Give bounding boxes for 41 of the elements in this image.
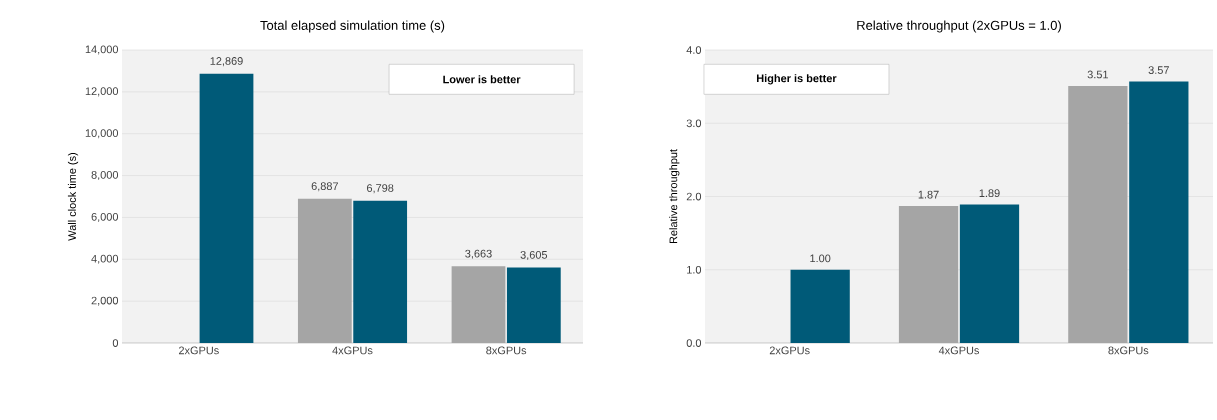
y-tick-label: 1.0 [687, 265, 702, 274]
bar [790, 269, 850, 343]
x-tick-label: 8xGPUs [486, 346, 527, 355]
x-tick-label: 4xGPUs [938, 346, 980, 355]
y-tick-label: 0 [112, 339, 119, 347]
chart-title: Relative throughput (2xGPUs = 1.0) [857, 20, 1061, 33]
y-tick-label: 0.0 [686, 339, 702, 347]
y-tick-label: 14,000 [85, 45, 119, 55]
y-tick-label: 12,000 [85, 87, 119, 97]
y-axis-title: Wall clock time (s) [67, 152, 79, 241]
y-tick-label: 4,000 [91, 254, 119, 264]
y-tick-label: 2,000 [91, 296, 119, 306]
data-label: 3.57 [1148, 66, 1169, 74]
bar [506, 267, 561, 343]
data-label: 6,798 [367, 184, 394, 194]
data-label: 3.51 [1087, 70, 1108, 79]
bar [959, 204, 1020, 343]
data-label: 3,605 [520, 250, 548, 261]
data-label: 6,887 [311, 182, 338, 192]
y-tick-label: 4.0 [686, 46, 702, 54]
chart-title: Total elapsed simulation time (s) [260, 20, 445, 33]
x-tick-label: 4xGPUs [332, 346, 373, 355]
data-label: 12,869 [210, 57, 243, 67]
bar [1129, 81, 1189, 343]
y-tick-label: 8,000 [91, 171, 119, 181]
bar [199, 73, 254, 343]
data-label: 1.89 [979, 189, 1000, 198]
y-tick-label: 10,000 [85, 129, 119, 139]
x-tick-label: 2xGPUs [769, 346, 810, 355]
data-label: 3,663 [465, 249, 492, 259]
y-axis-title: Relative throughput [669, 149, 680, 244]
annotation: Lower is better [443, 75, 521, 84]
x-tick-label: 2xGPUs [178, 346, 219, 355]
y-tick-label: 3.0 [686, 119, 702, 128]
y-tick-label: 2.0 [686, 192, 702, 201]
data-label: 1.00 [810, 254, 831, 263]
data-label: 1.87 [918, 190, 939, 199]
bar [353, 200, 408, 343]
x-tick-label: 8xGPUs [1108, 346, 1149, 355]
y-tick-label: 6,000 [91, 212, 119, 222]
annotation: Higher is better [756, 74, 837, 85]
